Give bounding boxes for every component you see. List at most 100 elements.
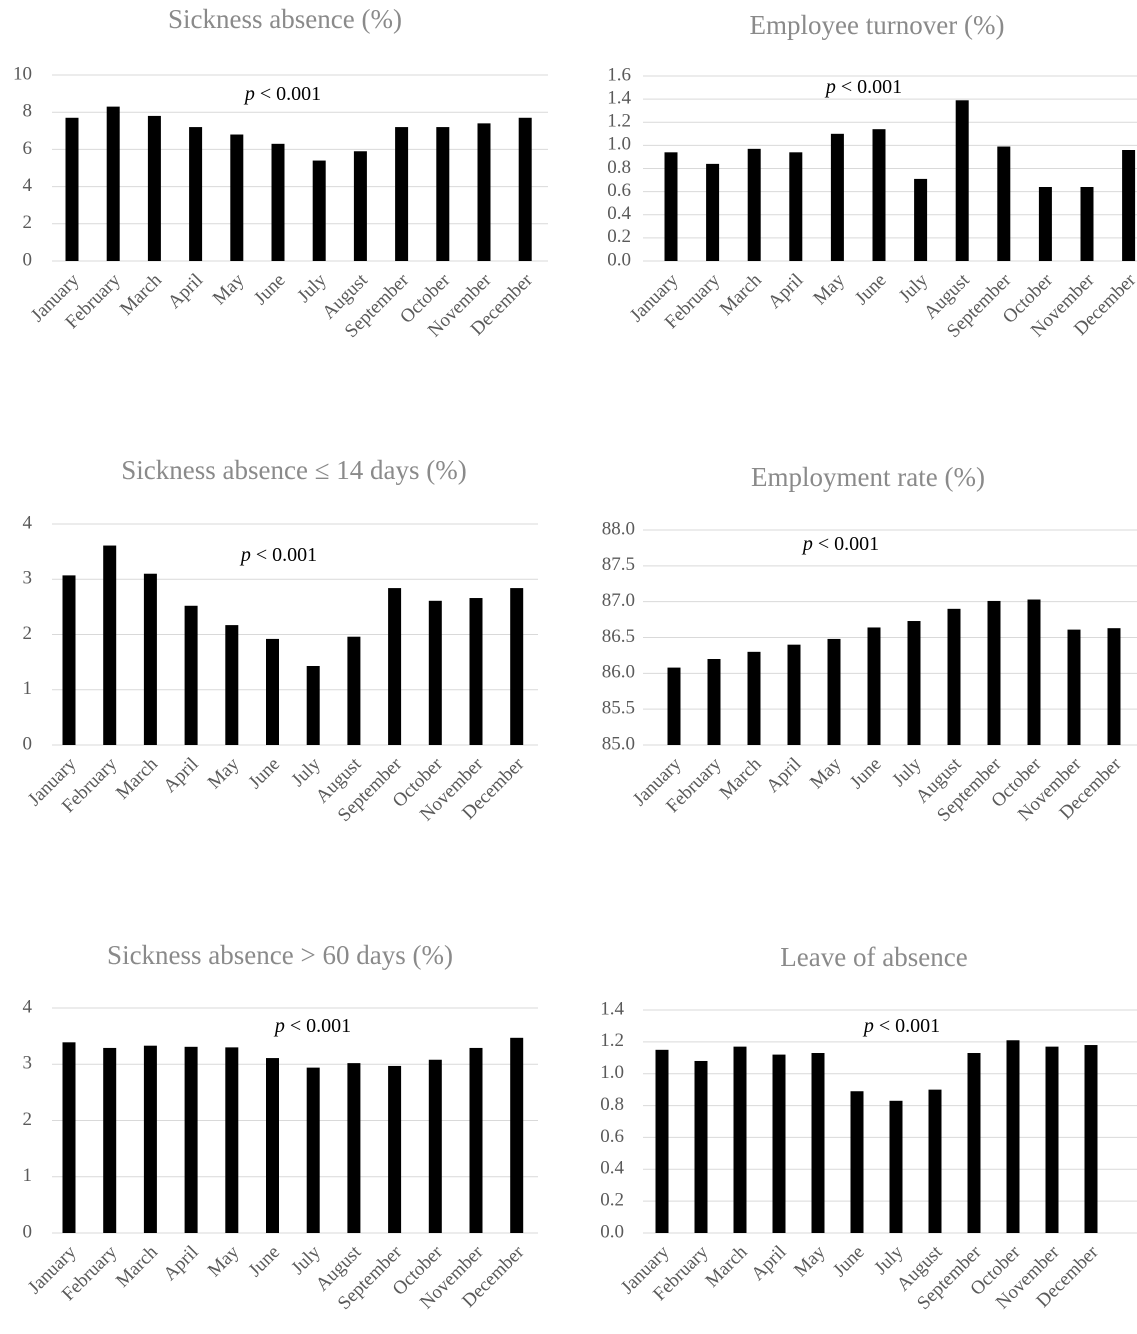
chart-panel: Employment rate (%) 85.0 85.5 86.0 86.5 87.0 8… [602,462,1137,826]
y-tick-label: 0.6 [607,180,631,201]
bar [347,1063,361,1233]
y-tick-label: 10 [13,63,32,84]
bar [1084,1045,1098,1233]
x-tick-label: March [116,269,166,319]
x-tick-label: June [846,754,885,793]
y-tick-label: 88.0 [602,518,635,539]
bar [147,115,161,261]
x-tick-label: May [790,1241,830,1281]
bar [967,1053,981,1233]
p-value-annotation: p < 0.001 [273,1015,351,1037]
bar [510,1037,524,1233]
chart-panel: Employee turnover (%)0.00.20.40.60.81.01… [607,10,1137,342]
bar [143,1045,157,1233]
y-tick-label: 0 [23,1221,33,1242]
bar [510,588,524,745]
bar [928,1089,942,1233]
p-value-annotation: p < 0.001 [239,544,317,566]
y-tick-label: 4 [23,996,33,1017]
bar [1027,599,1041,745]
y-tick-label: 6 [23,138,33,159]
bar [312,160,326,261]
bar [850,1091,864,1233]
bar [353,151,367,261]
bar [706,163,720,261]
bar [889,1100,903,1233]
y-tick-label: 0.2 [607,226,631,247]
bar [428,1059,442,1233]
y-tick-label: 8 [23,101,33,122]
bar [1080,187,1094,261]
x-tick-label: April [159,1242,202,1285]
bar [184,605,198,745]
y-tick-label: 0 [23,249,33,270]
x-tick-label: June [851,270,890,309]
bar [747,651,761,745]
bar [1038,187,1052,261]
chart-title: Sickness absence > 60 days (%) [107,940,453,970]
chart-panel: Sickness absence (%)0246810JanuaryFebrua… [13,4,548,342]
x-tick-label: April [764,270,807,313]
p-value-annotation: p < 0.001 [824,76,902,98]
bar [225,1047,239,1233]
y-tick-label: 86.5 [602,626,635,647]
x-tick-label: March [716,269,766,319]
y-tick-label: 0.8 [607,157,631,178]
bar [469,1047,483,1233]
bar [103,1047,117,1233]
x-tick-label: March [112,753,162,803]
bar [65,117,79,261]
bar [1122,150,1136,261]
y-tick-label: 1 [23,678,33,699]
y-tick-label: 1.2 [600,1030,624,1051]
bar [827,638,841,745]
chart-title: Sickness absence (%) [168,4,402,34]
bar [347,636,361,745]
y-tick-label: 0.2 [600,1190,624,1211]
x-tick-label: May [806,753,846,793]
bar [469,598,483,745]
y-tick-label: 0.6 [600,1126,624,1147]
x-tick-label: March [716,753,766,803]
bar [1045,1046,1059,1233]
bar [271,143,285,261]
bar [811,1053,825,1233]
bar [306,1067,320,1233]
y-tick-label: 0.8 [600,1094,624,1115]
bar [106,106,120,262]
x-tick-label: May [209,269,249,309]
y-tick-label: 85.0 [602,733,635,754]
x-tick-label: March [702,1241,752,1291]
bar [664,152,678,261]
x-tick-label: March [112,1241,162,1291]
bar [667,667,681,745]
bar [747,148,761,261]
bar [1067,629,1081,745]
chart-title: Leave of absence [780,942,967,972]
y-tick-label: 0.0 [607,249,631,270]
y-tick-label: 4 [23,512,33,533]
bar [306,665,320,745]
bar [518,117,532,261]
chart-panel: Sickness absence > 60 days (%)01234Janua… [23,940,538,1314]
y-tick-label: 0.4 [600,1158,624,1179]
x-tick-label: May [204,753,244,793]
p-value-annotation: p < 0.001 [862,1015,940,1037]
x-tick-label: May [809,269,849,309]
x-tick-label: June [245,1242,284,1281]
y-tick-label: 0.0 [600,1221,624,1242]
bar [230,134,244,261]
y-tick-label: 3 [23,1053,33,1074]
bar [184,1046,198,1233]
bar [388,1065,402,1233]
y-tick-label: 86.0 [602,662,635,683]
y-tick-label: 0.4 [607,203,631,224]
bar [388,588,402,745]
bar [907,621,921,745]
bar [947,608,961,745]
bar [987,600,1001,745]
y-tick-label: 1 [23,1165,33,1186]
bar [787,644,801,745]
bar [914,178,928,261]
bar [395,127,409,261]
